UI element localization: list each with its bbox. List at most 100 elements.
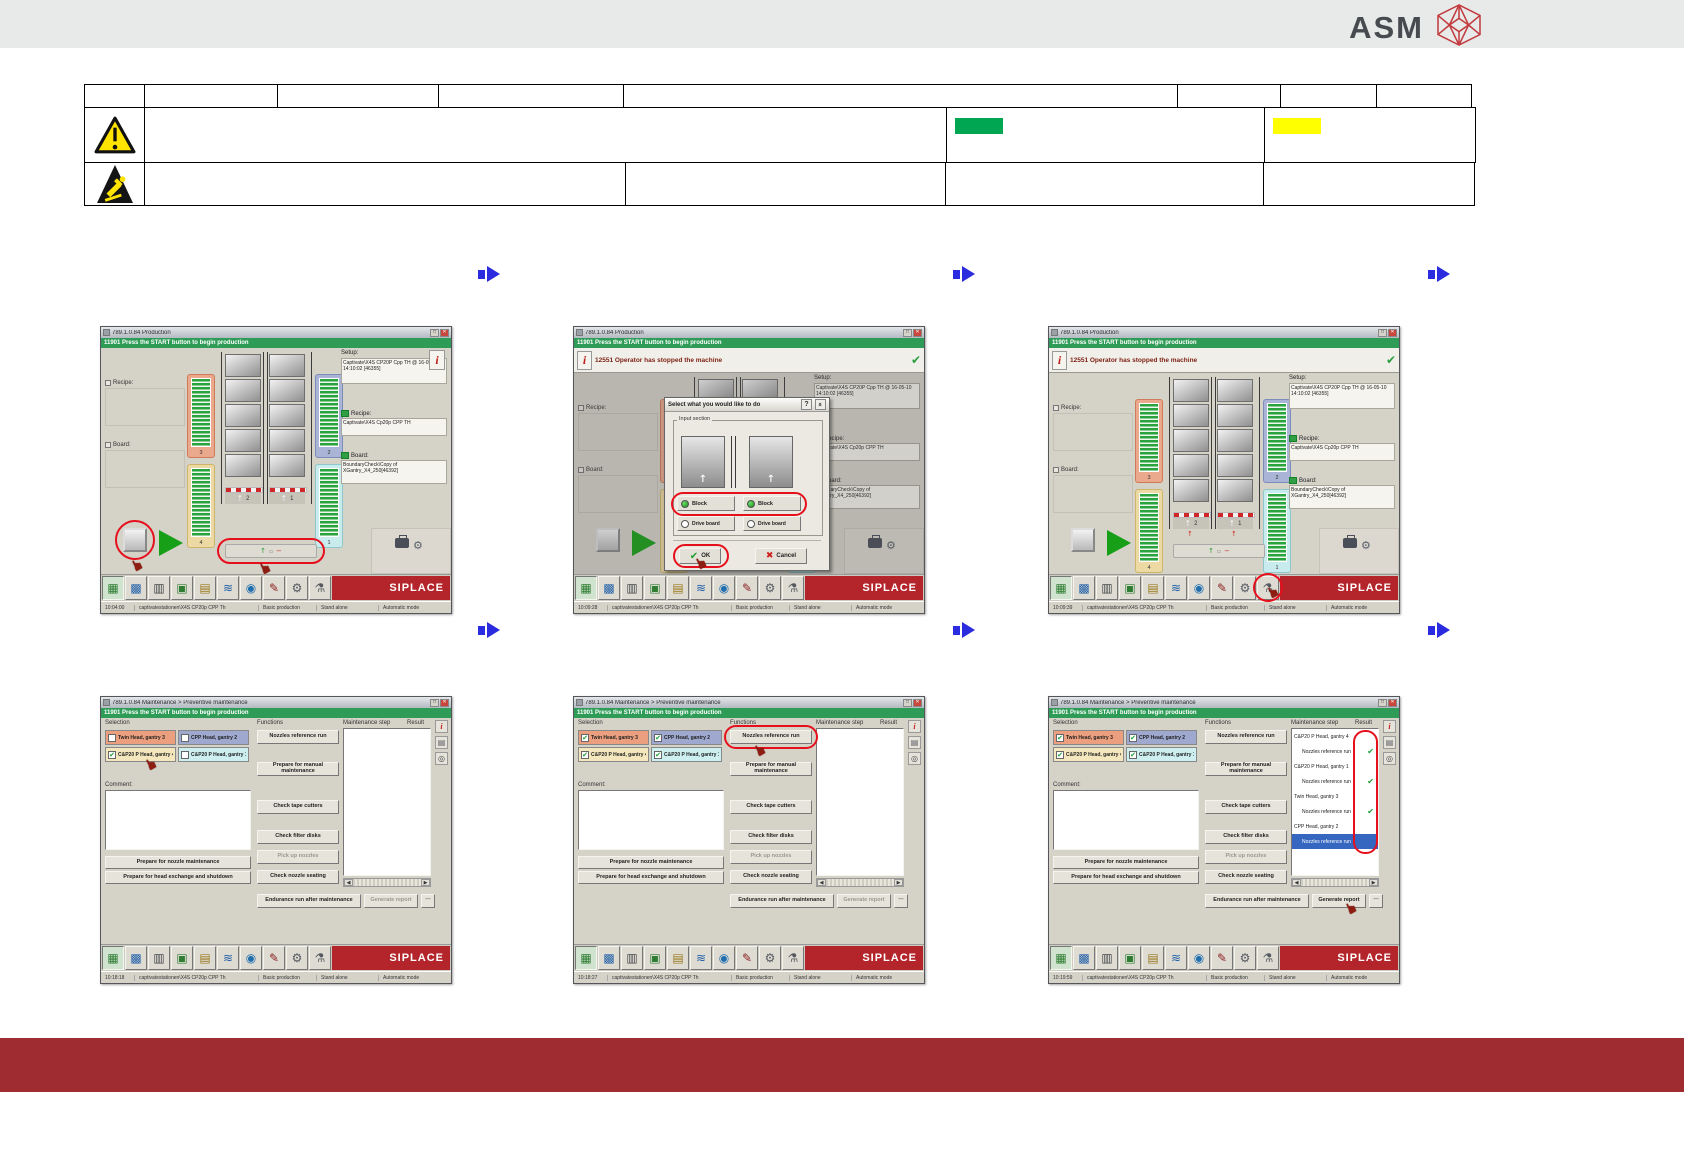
cabinet-icon[interactable]: ▤ <box>194 576 216 600</box>
options-button[interactable]: ⋯ <box>1369 894 1383 908</box>
maintenance-icon[interactable]: ⚗ <box>309 576 331 600</box>
list-scrollbar[interactable]: ◀ ▶ <box>816 878 904 887</box>
statistics-icon[interactable]: ▥ <box>621 576 643 600</box>
function-button[interactable]: Check filter disks <box>257 830 339 844</box>
generate-report-button[interactable]: Generate report <box>837 894 891 908</box>
cabinet-icon[interactable]: ▤ <box>1142 946 1164 970</box>
zoom-icon[interactable]: ◎ <box>1383 752 1396 765</box>
function-button[interactable]: Pick up nozzles <box>257 850 339 864</box>
repair-icon[interactable]: ✎ <box>263 946 285 970</box>
close-button[interactable]: ✕ <box>1388 328 1397 337</box>
vision-icon[interactable]: ◉ <box>1188 946 1210 970</box>
step-row[interactable]: Nozzles reference run ✔ <box>1292 804 1378 819</box>
conveyor-control[interactable]: ↑▫− <box>225 544 317 558</box>
generate-report-button[interactable]: Generate report <box>1312 894 1366 908</box>
function-button[interactable]: Check tape cutters <box>1205 800 1287 814</box>
scroll-left-icon[interactable]: ◀ <box>344 879 353 886</box>
comment-textarea[interactable] <box>1053 790 1199 850</box>
close-button[interactable]: ✕ <box>440 698 449 707</box>
function-button[interactable]: Check nozzle seating <box>1205 870 1287 884</box>
head-select-button[interactable]: ✔ C&P20 P Head, gantry 4 <box>105 747 176 762</box>
repair-icon[interactable]: ✎ <box>736 946 758 970</box>
comment-textarea[interactable] <box>105 790 251 850</box>
vision-icon[interactable]: ◉ <box>240 576 262 600</box>
trend-icon[interactable]: ≋ <box>217 946 239 970</box>
settings-icon[interactable]: ⚙ <box>286 576 308 600</box>
scroll-left-icon[interactable]: ◀ <box>817 879 826 886</box>
function-button[interactable]: Prepare for manual maintenance <box>1205 762 1287 776</box>
help-button[interactable]: ? <box>801 399 812 410</box>
station-icon[interactable]: ▦ <box>1050 576 1072 600</box>
step-row[interactable]: C&P20 P Head, gantry 1 <box>1292 759 1378 774</box>
drive-board-option[interactable]: Drive board <box>743 516 801 531</box>
stop-button[interactable] <box>1071 528 1095 552</box>
maximize-button[interactable]: □ <box>430 328 439 337</box>
station-icon[interactable]: ▦ <box>102 576 124 600</box>
settings-icon[interactable]: ⚙ <box>759 946 781 970</box>
start-button[interactable] <box>632 530 656 556</box>
maximize-button[interactable]: □ <box>1378 328 1387 337</box>
prepare-nozzle-maintenance-button[interactable]: Prepare for nozzle maintenance <box>1053 856 1199 869</box>
function-button[interactable]: Check tape cutters <box>257 800 339 814</box>
settings-icon[interactable]: ⚙ <box>1234 946 1256 970</box>
repair-icon[interactable]: ✎ <box>736 576 758 600</box>
pcb-icon[interactable]: ▣ <box>1119 576 1141 600</box>
cabinet-icon[interactable]: ▤ <box>667 576 689 600</box>
trend-icon[interactable]: ≋ <box>217 576 239 600</box>
block-option[interactable]: Block <box>677 496 735 511</box>
endurance-run-button[interactable]: Endurance run after maintenance <box>730 894 834 908</box>
endurance-run-button[interactable]: Endurance run after maintenance <box>257 894 361 908</box>
head-select-button[interactable]: ✔ CPP Head, gantry 2 <box>1126 730 1197 745</box>
trend-icon[interactable]: ≋ <box>690 576 712 600</box>
cabinet-icon[interactable]: ▤ <box>1142 576 1164 600</box>
trend-icon[interactable]: ≋ <box>690 946 712 970</box>
prepare-nozzle-maintenance-button[interactable]: Prepare for nozzle maintenance <box>578 856 724 869</box>
options-button[interactable]: ⋯ <box>421 894 435 908</box>
maximize-button[interactable]: □ <box>903 328 912 337</box>
changeover-icon[interactable]: ▤ <box>908 736 921 749</box>
maximize-button[interactable]: □ <box>903 698 912 707</box>
statistics-icon[interactable]: ▥ <box>148 576 170 600</box>
start-button[interactable] <box>159 530 183 556</box>
acknowledge-check-icon[interactable]: ✔ <box>910 353 921 367</box>
step-row[interactable]: Twin Head, gantry 3 <box>1292 789 1378 804</box>
head-select-button[interactable]: Twin Head, gantry 3 <box>105 730 176 745</box>
feeder-grid-icon[interactable]: ▩ <box>125 946 147 970</box>
trend-icon[interactable]: ≋ <box>1165 576 1187 600</box>
comment-textarea[interactable] <box>578 790 724 850</box>
function-button[interactable]: Check nozzle seating <box>730 870 812 884</box>
vision-icon[interactable]: ◉ <box>240 946 262 970</box>
generate-report-button[interactable]: Generate report <box>364 894 418 908</box>
settings-icon[interactable]: ⚙ <box>759 576 781 600</box>
close-button[interactable]: ✕ <box>913 328 922 337</box>
close-button[interactable]: ✕ <box>440 328 449 337</box>
list-scrollbar[interactable]: ◀ ▶ <box>1291 878 1379 887</box>
info-icon[interactable]: i <box>435 720 448 733</box>
statistics-icon[interactable]: ▥ <box>621 946 643 970</box>
scroll-right-icon[interactable]: ▶ <box>894 879 903 886</box>
feeder-grid-icon[interactable]: ▩ <box>598 576 620 600</box>
maintenance-icon[interactable]: ⚗ <box>782 946 804 970</box>
close-button[interactable]: ✕ <box>1388 698 1397 707</box>
statistics-icon[interactable]: ▥ <box>148 946 170 970</box>
changeover-icon[interactable]: ▤ <box>435 736 448 749</box>
feeder-grid-icon[interactable]: ▩ <box>125 576 147 600</box>
head-select-button[interactable]: ✔ C&P20 P Head, gantry 4 <box>1053 747 1124 762</box>
list-scrollbar[interactable]: ◀ ▶ <box>343 878 431 887</box>
pcb-icon[interactable]: ▣ <box>644 946 666 970</box>
head-select-button[interactable]: C&P20 P Head, gantry 1 <box>178 747 249 762</box>
maximize-button[interactable]: □ <box>1378 698 1387 707</box>
maximize-button[interactable]: □ <box>430 698 439 707</box>
statistics-icon[interactable]: ▥ <box>1096 576 1118 600</box>
vision-icon[interactable]: ◉ <box>713 946 735 970</box>
drive-board-option[interactable]: Drive board <box>677 516 735 531</box>
head-select-button[interactable]: ✔ Twin Head, gantry 3 <box>1053 730 1124 745</box>
head-select-button[interactable]: ✔ C&P20 P Head, gantry 4 <box>578 747 649 762</box>
pcb-icon[interactable]: ▣ <box>644 576 666 600</box>
function-button[interactable]: Check tape cutters <box>730 800 812 814</box>
pcb-icon[interactable]: ▣ <box>1119 946 1141 970</box>
info-icon[interactable]: i <box>429 350 445 370</box>
prepare-nozzle-maintenance-button[interactable]: Prepare for nozzle maintenance <box>105 856 251 869</box>
maintenance-icon[interactable]: ⚗ <box>1257 946 1279 970</box>
function-button[interactable]: Pick up nozzles <box>730 850 812 864</box>
